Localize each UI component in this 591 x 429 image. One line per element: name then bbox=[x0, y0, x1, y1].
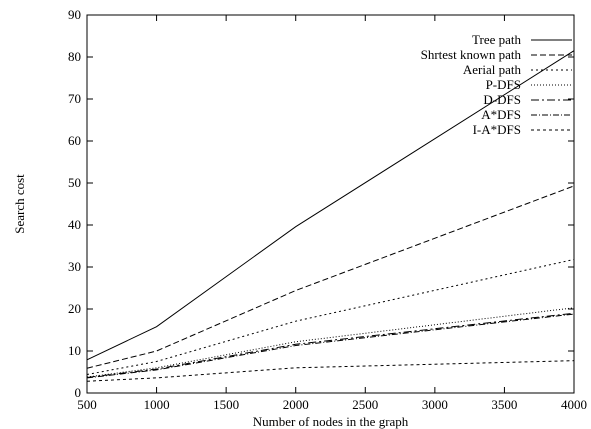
x-tick-label: 2500 bbox=[352, 397, 378, 412]
chart-series bbox=[86, 50, 575, 382]
legend-label-shrtest-known-path: Shrtest known path bbox=[421, 47, 522, 62]
x-tick-label: 1000 bbox=[144, 397, 170, 412]
y-tick-label: 90 bbox=[68, 7, 81, 22]
x-tick-label: 1500 bbox=[213, 397, 239, 412]
y-tick-label: 40 bbox=[68, 217, 81, 232]
y-tick-label: 10 bbox=[68, 343, 81, 358]
plot-frame bbox=[86, 14, 575, 394]
series-line-a-dfs bbox=[86, 313, 575, 379]
y-tick-label: 30 bbox=[68, 259, 81, 274]
legend-label-tree-path: Tree path bbox=[472, 32, 521, 47]
y-tick-label: 20 bbox=[68, 301, 81, 316]
x-tick-label: 3500 bbox=[491, 397, 517, 412]
series-line-shrtest-known-path bbox=[86, 185, 575, 369]
legend-label-i-a-dfs: I-A*DFS bbox=[473, 122, 521, 137]
series-line-aerial-path bbox=[86, 258, 575, 376]
legend-label-p-dfs: P-DFS bbox=[486, 77, 521, 92]
series-line-tree-path bbox=[86, 50, 575, 361]
x-tick-label: 500 bbox=[77, 397, 97, 412]
legend-label-a-dfs: A*DFS bbox=[481, 107, 521, 122]
series-line-d-dfs bbox=[86, 312, 575, 378]
x-tick-label: 4000 bbox=[561, 397, 587, 412]
y-tick-label: 80 bbox=[68, 49, 81, 64]
x-tick-label: 3000 bbox=[422, 397, 448, 412]
chart-axes: 500 1000 1500 2000 2500 3000 3500 4000 0 10 20 30 40… bbox=[68, 7, 587, 412]
y-tick-label: 0 bbox=[75, 385, 82, 400]
x-axis-label: Number of nodes in the graph bbox=[253, 414, 409, 429]
legend-label-d-dfs: D-DFS bbox=[483, 92, 521, 107]
series-line-p-dfs bbox=[86, 307, 575, 378]
legend-label-aerial-path: Aerial path bbox=[463, 62, 522, 77]
x-tick-label: 2000 bbox=[283, 397, 309, 412]
y-axis-label: Search cost bbox=[12, 174, 27, 234]
y-tick-label: 50 bbox=[68, 175, 81, 190]
y-tick-label: 70 bbox=[68, 91, 81, 106]
series-line-i-a-dfs bbox=[86, 360, 575, 382]
y-tick-label: 60 bbox=[68, 133, 81, 148]
